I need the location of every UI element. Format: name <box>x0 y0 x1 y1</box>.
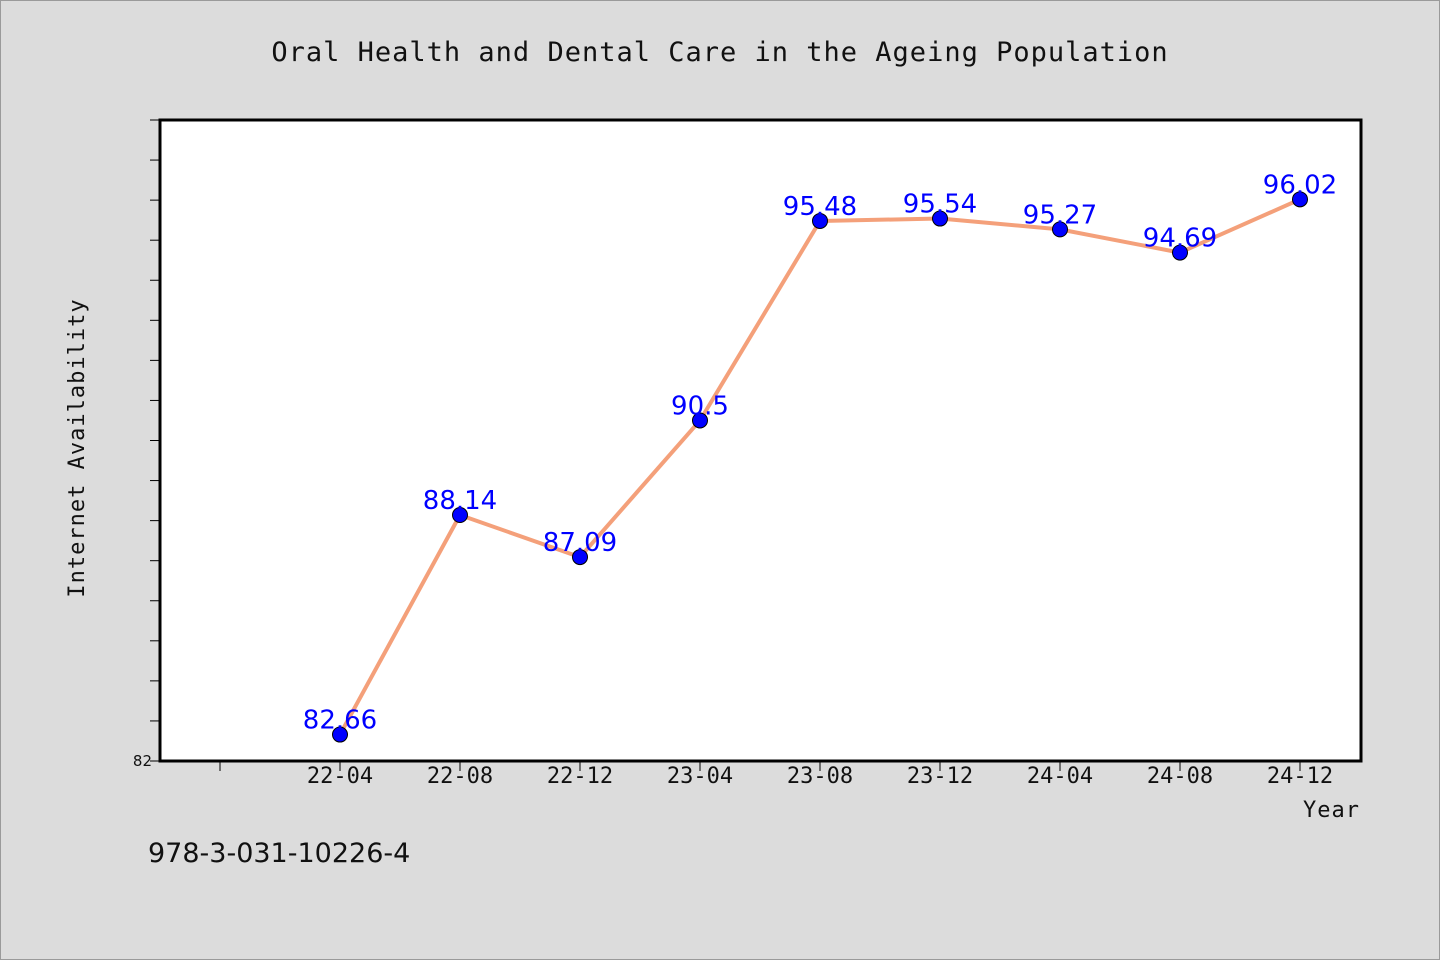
data-label: 95.27 <box>1023 200 1097 230</box>
data-label: 87.09 <box>543 528 617 558</box>
footnote: 978-3-031-10226-4 <box>148 838 410 869</box>
data-label: 95.54 <box>903 190 977 220</box>
data-label: 94.69 <box>1143 224 1217 254</box>
x-axis-label: Year <box>1303 798 1360 823</box>
data-label: 95.48 <box>783 192 857 222</box>
data-point <box>572 549 588 566</box>
plot-area <box>158 118 1363 763</box>
data-point <box>1052 221 1068 238</box>
x-tick-label: 23-12 <box>907 764 973 789</box>
x-tick-label: 23-08 <box>787 764 853 789</box>
data-label: 88.14 <box>423 486 497 516</box>
x-tick-label: 24-12 <box>1267 764 1333 789</box>
chart-title: Oral Health and Dental Care in the Agein… <box>271 37 1168 68</box>
data-point <box>812 212 828 229</box>
data-label: 82.66 <box>303 706 377 736</box>
data-point <box>452 507 468 524</box>
x-axis: 22-04 22-08 22-12 23-04 23-08 23-12 24-04 24-08… <box>219 761 1333 789</box>
data-point <box>1292 191 1308 208</box>
x-tick-label: 24-04 <box>1027 764 1093 789</box>
x-tick-label: 22-04 <box>307 764 373 789</box>
y-axis-label: Internet Availability <box>65 298 90 597</box>
series-layer: 82.66 88.14 87.09 90.5 95.48 95.54 95.27 94.69 9… <box>303 170 1337 743</box>
y-tick-label: 82 <box>133 752 152 770</box>
x-tick-label: 22-12 <box>547 764 613 789</box>
data-label: 90.5 <box>671 391 729 421</box>
x-tick-label: 23-04 <box>667 764 733 789</box>
data-point <box>692 412 708 429</box>
y-axis: 82 <box>133 119 160 770</box>
data-point <box>1172 244 1188 261</box>
data-label: 96.02 <box>1263 170 1337 200</box>
x-tick-label: 22-08 <box>427 764 493 789</box>
x-tick-label: 24-08 <box>1147 764 1213 789</box>
data-point <box>932 210 948 227</box>
data-point <box>332 726 348 743</box>
